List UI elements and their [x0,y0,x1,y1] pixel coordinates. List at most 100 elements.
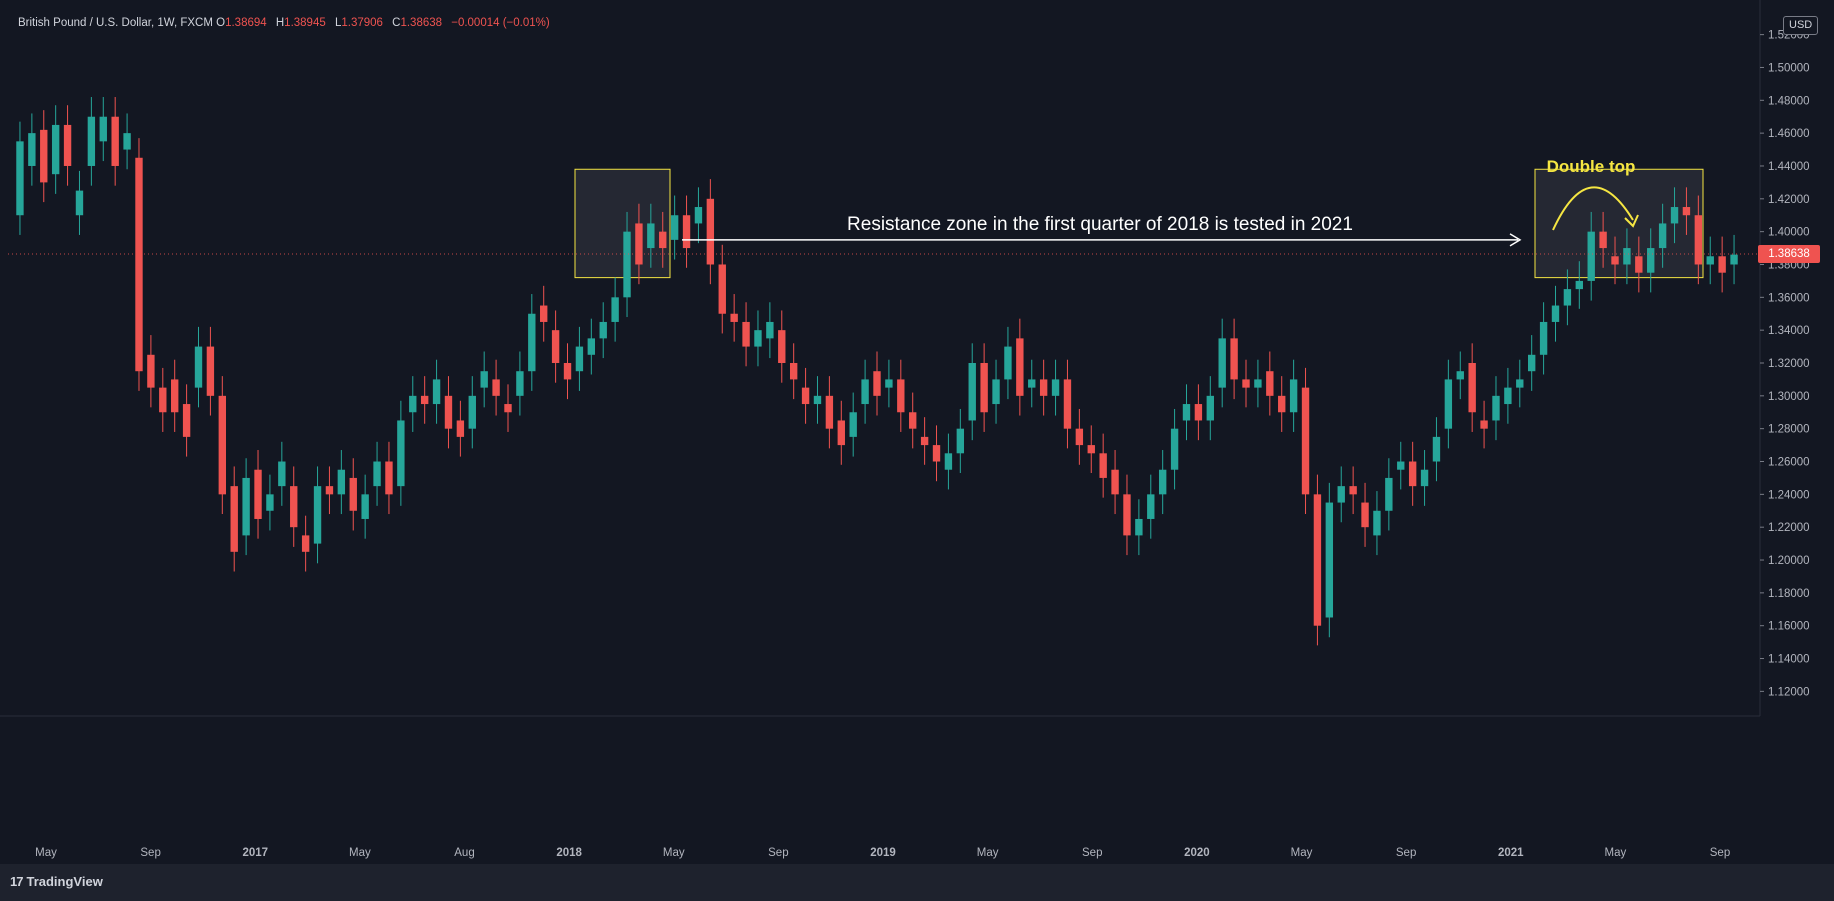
candle [254,450,262,539]
candle-body [432,379,441,405]
candle-body [313,486,322,544]
candle-body [1254,379,1262,388]
candle-body [813,395,822,405]
candle [1539,302,1548,375]
candle [1373,491,1381,556]
candle-body [861,379,869,405]
candle [87,97,96,186]
candle-body [504,404,512,413]
candle [1361,482,1369,547]
candle-body [647,223,655,249]
candle-body [1635,256,1643,273]
double-top-label: Double top [1547,157,1636,176]
candle [1658,203,1667,268]
candle-body [63,124,72,166]
candle [1111,450,1119,515]
candle-body [1611,256,1619,265]
candle-body [1385,477,1393,511]
candle-body [1337,486,1345,503]
candle-body [742,321,750,347]
candle-body [444,395,453,429]
candle [1611,236,1619,285]
candle-body [837,420,845,446]
candle-body [290,486,298,528]
y-tick-label: 1.48000 [1768,95,1810,107]
candle-body [789,363,798,380]
candle-body [254,469,262,519]
candle-body [1063,379,1072,429]
candle-body [682,215,691,249]
candle [1480,400,1488,449]
candle-body [1361,502,1369,528]
candle-body [623,231,631,298]
candle [944,433,953,490]
candle [1254,359,1262,408]
candle-body [1551,305,1560,322]
candle [825,376,834,449]
candle [956,408,965,474]
candle-body [670,215,679,240]
candle [1063,359,1072,449]
candle-body [659,231,667,249]
currency-badge[interactable]: USD [1783,16,1819,35]
y-tick-label: 1.14000 [1768,654,1810,666]
candle-body [1147,494,1155,519]
candle [1444,359,1453,449]
candle [397,400,405,506]
tradingview-logo[interactable]: 17 TradingView [10,874,103,889]
candle [1242,359,1250,408]
candle [1492,376,1500,441]
y-tick-label: 1.42000 [1768,194,1810,206]
candle-body [1373,510,1381,536]
candle [849,392,857,457]
candle [218,376,227,515]
candle-body [944,453,953,470]
x-tick-label: 2019 [870,847,896,859]
candle [1706,236,1714,285]
candle [742,302,750,367]
low-label: L [334,17,342,29]
candle-body [111,116,119,166]
candle [1278,376,1286,432]
candle-body [1563,289,1572,306]
candle [1516,359,1524,408]
candle [420,376,429,424]
candle-body [718,264,726,314]
candle-body [1099,453,1107,478]
candle [28,113,36,186]
candle [1647,228,1655,293]
candle [1718,236,1726,293]
candle [1301,367,1310,515]
candle-body [635,223,643,265]
candle-body [932,445,941,462]
close-label: C [392,17,401,29]
candle [754,310,762,367]
candle [587,318,596,375]
candles [16,97,1738,646]
candle [1075,408,1084,465]
candle [528,294,536,391]
candle [1325,482,1334,638]
candle [611,277,619,342]
candle-body [1456,371,1464,380]
x-tick-label: May [349,847,371,859]
x-tick-label: 2018 [556,847,582,859]
candle [1135,499,1143,556]
candle-body [587,338,596,355]
candle [540,285,548,342]
candle-body [1397,461,1405,470]
candle-body [1075,428,1084,446]
candle-body [706,198,715,265]
x-tick-label: Sep [768,847,788,859]
candle [801,367,810,424]
candle-body [123,133,131,150]
candle-body [1599,231,1607,249]
resistance-arrow-head [1509,233,1522,247]
candle [1397,441,1405,490]
candle [325,466,334,515]
candle [230,466,238,572]
close-value: 1.38638 [400,17,443,29]
x-tick-label: May [35,847,57,859]
candle [706,179,715,285]
